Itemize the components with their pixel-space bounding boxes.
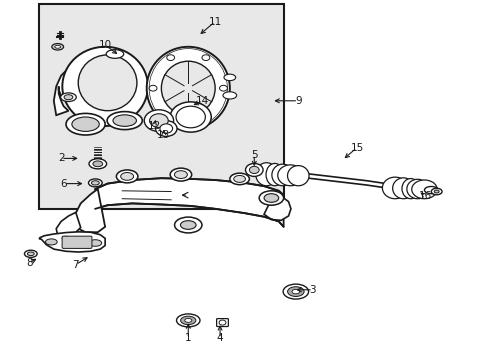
Ellipse shape	[170, 168, 191, 181]
Ellipse shape	[287, 166, 308, 186]
Ellipse shape	[265, 163, 283, 186]
Text: 2: 2	[58, 153, 64, 163]
Ellipse shape	[382, 177, 407, 199]
Ellipse shape	[245, 163, 263, 176]
Ellipse shape	[166, 55, 174, 60]
Ellipse shape	[116, 170, 138, 183]
Ellipse shape	[45, 239, 57, 245]
Ellipse shape	[88, 179, 102, 187]
Text: 16: 16	[418, 191, 431, 201]
Ellipse shape	[146, 47, 229, 130]
Ellipse shape	[287, 287, 304, 297]
Ellipse shape	[180, 316, 196, 325]
Ellipse shape	[144, 110, 173, 131]
Ellipse shape	[176, 314, 200, 327]
Ellipse shape	[166, 116, 174, 122]
Ellipse shape	[71, 240, 81, 245]
Ellipse shape	[202, 55, 209, 60]
Ellipse shape	[271, 164, 293, 186]
Ellipse shape	[52, 44, 63, 50]
Ellipse shape	[27, 252, 34, 256]
Ellipse shape	[219, 320, 225, 325]
Ellipse shape	[149, 114, 168, 127]
Ellipse shape	[249, 166, 259, 174]
Ellipse shape	[89, 240, 102, 246]
FancyBboxPatch shape	[216, 319, 228, 327]
Ellipse shape	[61, 93, 76, 102]
Ellipse shape	[170, 102, 211, 132]
Polygon shape	[56, 212, 81, 238]
Polygon shape	[76, 189, 105, 232]
Ellipse shape	[62, 47, 147, 126]
Ellipse shape	[277, 165, 303, 186]
Ellipse shape	[160, 124, 172, 133]
Ellipse shape	[283, 284, 308, 299]
Ellipse shape	[106, 50, 123, 58]
Bar	[39, 4, 283, 209]
Ellipse shape	[121, 172, 133, 180]
Ellipse shape	[66, 113, 105, 135]
Text: 6: 6	[60, 179, 67, 189]
Ellipse shape	[224, 74, 235, 81]
Text: 14: 14	[196, 96, 209, 106]
Text: 11: 11	[208, 17, 222, 27]
Ellipse shape	[72, 117, 99, 131]
Polygon shape	[264, 194, 290, 220]
Text: 10: 10	[99, 40, 111, 50]
Ellipse shape	[174, 171, 187, 179]
Ellipse shape	[64, 95, 73, 100]
Text: 7: 7	[72, 260, 79, 270]
Ellipse shape	[155, 121, 177, 136]
Text: 9: 9	[294, 96, 301, 106]
Ellipse shape	[401, 179, 419, 199]
Ellipse shape	[433, 190, 438, 193]
Ellipse shape	[219, 85, 227, 91]
Ellipse shape	[291, 289, 299, 294]
Ellipse shape	[78, 55, 137, 111]
Ellipse shape	[55, 45, 61, 48]
Ellipse shape	[161, 61, 215, 115]
Text: 12: 12	[147, 121, 161, 131]
Polygon shape	[39, 232, 105, 252]
Ellipse shape	[411, 180, 436, 199]
FancyBboxPatch shape	[62, 236, 92, 248]
Ellipse shape	[233, 175, 245, 183]
Polygon shape	[54, 61, 139, 115]
Ellipse shape	[176, 106, 205, 128]
Ellipse shape	[424, 186, 437, 194]
Text: 1: 1	[184, 333, 191, 343]
Ellipse shape	[113, 115, 136, 126]
Ellipse shape	[202, 116, 209, 122]
Ellipse shape	[93, 161, 102, 167]
Text: 4: 4	[216, 333, 223, 343]
Ellipse shape	[255, 163, 277, 186]
Text: 5: 5	[250, 150, 257, 160]
Ellipse shape	[107, 112, 142, 130]
Ellipse shape	[430, 188, 441, 195]
Ellipse shape	[24, 250, 37, 257]
Ellipse shape	[259, 191, 283, 205]
Ellipse shape	[406, 179, 427, 199]
Polygon shape	[95, 178, 283, 227]
Ellipse shape	[223, 92, 236, 99]
Ellipse shape	[264, 194, 278, 202]
Text: 3: 3	[309, 285, 316, 295]
Ellipse shape	[229, 173, 249, 185]
Text: 13: 13	[157, 130, 170, 140]
Ellipse shape	[174, 217, 202, 233]
Ellipse shape	[62, 236, 70, 240]
Ellipse shape	[89, 159, 106, 169]
Ellipse shape	[180, 221, 196, 229]
Ellipse shape	[149, 85, 157, 91]
Text: 15: 15	[349, 143, 363, 153]
Text: 8: 8	[26, 258, 33, 268]
Ellipse shape	[184, 319, 191, 322]
Ellipse shape	[91, 181, 99, 185]
Ellipse shape	[392, 178, 413, 199]
